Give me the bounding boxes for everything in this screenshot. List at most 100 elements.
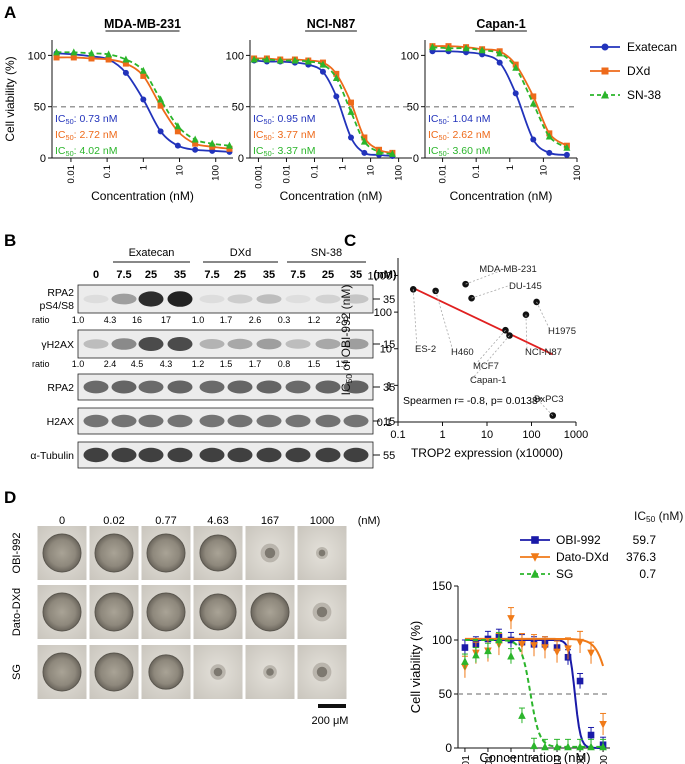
scatter-leader — [474, 329, 506, 366]
blot-row-2: RPA2 35 — [47, 373, 395, 401]
ratio-value: 1.5 — [308, 359, 321, 369]
blot-band — [83, 414, 109, 428]
legend-label-OBI-992: OBI-992 — [556, 533, 601, 547]
scatter-label: NCI-N87 — [525, 347, 562, 358]
x-axis-label: Concentration (nM) — [450, 189, 553, 203]
y-tick-label: 0 — [238, 153, 244, 165]
legend-label-DXd: DXd — [627, 64, 650, 78]
data-point-Exatecan — [192, 146, 199, 153]
data-point-Dato-DXd — [564, 645, 572, 653]
data-point-Exatecan — [157, 128, 164, 135]
blot-band — [167, 291, 193, 307]
data-point-Exatecan — [333, 93, 340, 100]
ic50-value-Dato-DXd: 376.3 — [626, 550, 656, 564]
x-tick-label: 1 — [439, 429, 445, 441]
blot-band — [285, 447, 311, 463]
data-point-SN-38 — [512, 63, 520, 71]
data-point-SN-38 — [139, 66, 147, 74]
ratio-value: 4.3 — [160, 359, 173, 369]
x-tick-label: 0.1 — [390, 429, 405, 441]
data-point-OBI-992 — [461, 644, 469, 651]
blot-group-SN-38: SN-38 — [311, 247, 342, 259]
ic50-label-Exatecan: IC50: 0.73 nM — [55, 113, 117, 126]
blot-band — [227, 294, 253, 304]
data-point-SN-38 — [388, 149, 396, 157]
molecular-weight: 35 — [383, 294, 395, 306]
scatter-leader — [412, 289, 418, 349]
blot-band — [343, 447, 369, 463]
blot-band — [227, 338, 253, 350]
ic50-label-DXd: IC50: 2.62 nM — [428, 129, 490, 142]
scatter-label: BxPC3 — [534, 394, 564, 405]
data-point-SN-38 — [304, 57, 312, 65]
ic50-label-SN-38: IC50: 3.37 nM — [253, 145, 315, 158]
blot-label: RPA2 — [47, 287, 74, 299]
y-axis-label: IC50 of OBI-992 (nM) — [339, 285, 354, 396]
data-point-Exatecan — [319, 68, 326, 75]
blot-band — [343, 414, 369, 428]
lane-unit: (nM) — [373, 269, 397, 281]
x-tick-label: 0.1 — [506, 755, 518, 764]
data-point-SG — [472, 650, 480, 659]
ic50-label-DXd: IC50: 2.72 nM — [55, 129, 117, 142]
spheroid-body — [42, 652, 82, 692]
scale-bar — [318, 704, 346, 708]
chart-title: MDA-MB-231 — [104, 17, 181, 31]
data-point-SN-38 — [563, 143, 571, 151]
blot-label: H2AX — [47, 416, 74, 428]
x-tick-label: 10 — [366, 165, 377, 176]
scatter-label: DU-145 — [509, 281, 542, 292]
spheroid-body — [94, 652, 134, 692]
scatter-label: MDA-MB-231 — [479, 264, 537, 275]
legend-marker — [530, 553, 540, 562]
data-point-SN-38 — [191, 135, 199, 143]
spheroid-image — [193, 645, 243, 699]
data-point-Exatecan — [496, 59, 503, 66]
data-point-Dato-DXd — [518, 641, 526, 649]
spheroid-body — [146, 533, 186, 573]
x-tick-label: 0.01 — [438, 165, 449, 184]
blot-band — [167, 337, 193, 351]
spheroid-image — [245, 585, 295, 639]
y-tick-label: 0.1 — [377, 417, 392, 429]
data-point-Dato-DXd — [530, 642, 538, 650]
blot-band — [315, 338, 341, 350]
spheroid-unit: (nM) — [358, 515, 381, 527]
spheroid-image — [141, 526, 191, 580]
data-point-DXd — [157, 102, 164, 109]
blot-band — [285, 414, 311, 428]
data-point-SG — [587, 742, 595, 751]
spheroid-row-label: OBI-992 — [11, 533, 23, 574]
blot-band — [343, 294, 369, 304]
ratio-value: 1.5 — [220, 359, 233, 369]
x-axis-label: Concentration (nM) — [280, 189, 383, 203]
data-point-SN-38 — [428, 43, 436, 51]
ratio-value: 1.0 — [72, 315, 85, 325]
spheroid-body — [213, 667, 223, 677]
data-point-OBI-992 — [576, 677, 584, 685]
blot-band — [256, 380, 282, 394]
spheroid-body — [199, 593, 237, 631]
x-tick-label: 100 — [575, 755, 587, 764]
spheroid-image — [297, 585, 347, 639]
data-point-SN-38 — [53, 48, 61, 56]
data-point-OBI-992 — [507, 636, 515, 644]
ic50-value-SG: 0.7 — [639, 567, 656, 581]
fit-curve-SG — [464, 639, 604, 748]
x-tick-label: 1 — [505, 165, 516, 170]
data-point-SN-38 — [263, 55, 271, 63]
spheroid-body — [42, 533, 82, 573]
blot-group-DXd: DXd — [230, 247, 251, 259]
x-tick-label: 0.01 — [66, 165, 77, 184]
data-point-DXd — [209, 143, 216, 150]
data-point-SN-38 — [291, 56, 299, 64]
data-point-DXd — [70, 54, 77, 61]
blot-band — [111, 293, 137, 305]
data-point-Exatecan — [546, 149, 553, 156]
data-point-Dato-DXd — [587, 649, 595, 658]
legend-label-Dato-DXd: Dato-DXd — [556, 550, 609, 564]
legend-marker — [601, 67, 609, 75]
lane-concentration: 25 — [145, 269, 157, 281]
series-line-SN-38 — [254, 58, 393, 155]
